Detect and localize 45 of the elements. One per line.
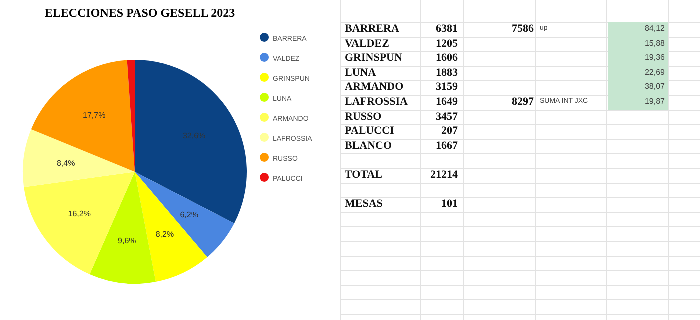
data-label: 32,6% [182,131,206,140]
category-label: TOTAL [345,168,384,183]
data-label: 21214 [430,168,459,183]
text: 38,07 [608,80,668,95]
data-label: 8,2% [156,230,174,240]
pie-slice [23,129,135,188]
category-label: PALUCCI [345,124,396,139]
pie-slice [90,172,156,284]
data-label: 16,2% [68,209,91,218]
data-label: 101 [440,197,459,212]
category-label: BARRERA [345,22,400,37]
text: 22,69 [608,66,668,80]
data-label: 1606 [436,52,458,64]
text: 19,87 [608,95,668,110]
data-label: 1883 [435,66,459,80]
data-label: 6381 [435,22,459,37]
category-label: BLANCO [345,138,394,154]
data-label: 6,2% [180,210,198,220]
text: 19,36 [608,51,668,66]
data-label: 8,4% [56,158,76,168]
category-label: ARMANDO [345,80,405,95]
data-label: 1649 [436,96,458,108]
data-label: 3457 [435,110,459,124]
pie-slice [135,172,208,282]
category-label: LUNA [345,66,378,80]
category-label: MESAS [345,197,384,212]
category-label: RUSSO [345,110,383,124]
text: 15,88 [608,36,668,52]
pie-slice [24,172,135,275]
chart-title: ELECCIONES PASO GESELL 2023 [44,6,236,21]
pie-slice [135,172,234,258]
category-label: VALDEZ [345,36,390,52]
pie-slice [31,60,135,172]
data-label: 1667 [435,138,459,154]
data-label: 9,6% [118,236,136,246]
pie-slice [135,60,247,224]
text: 84,12 [608,22,668,37]
data-label: 1205 [435,36,459,52]
data-label: 3159 [436,81,458,94]
data-label: 207 [440,124,459,139]
text: 7586 [511,22,535,37]
text: 8297 [511,95,535,110]
category-label: GRINSPUN [345,51,404,66]
data-label: 17,7% [83,111,106,120]
category-label: LAFROSSIA [345,95,408,110]
